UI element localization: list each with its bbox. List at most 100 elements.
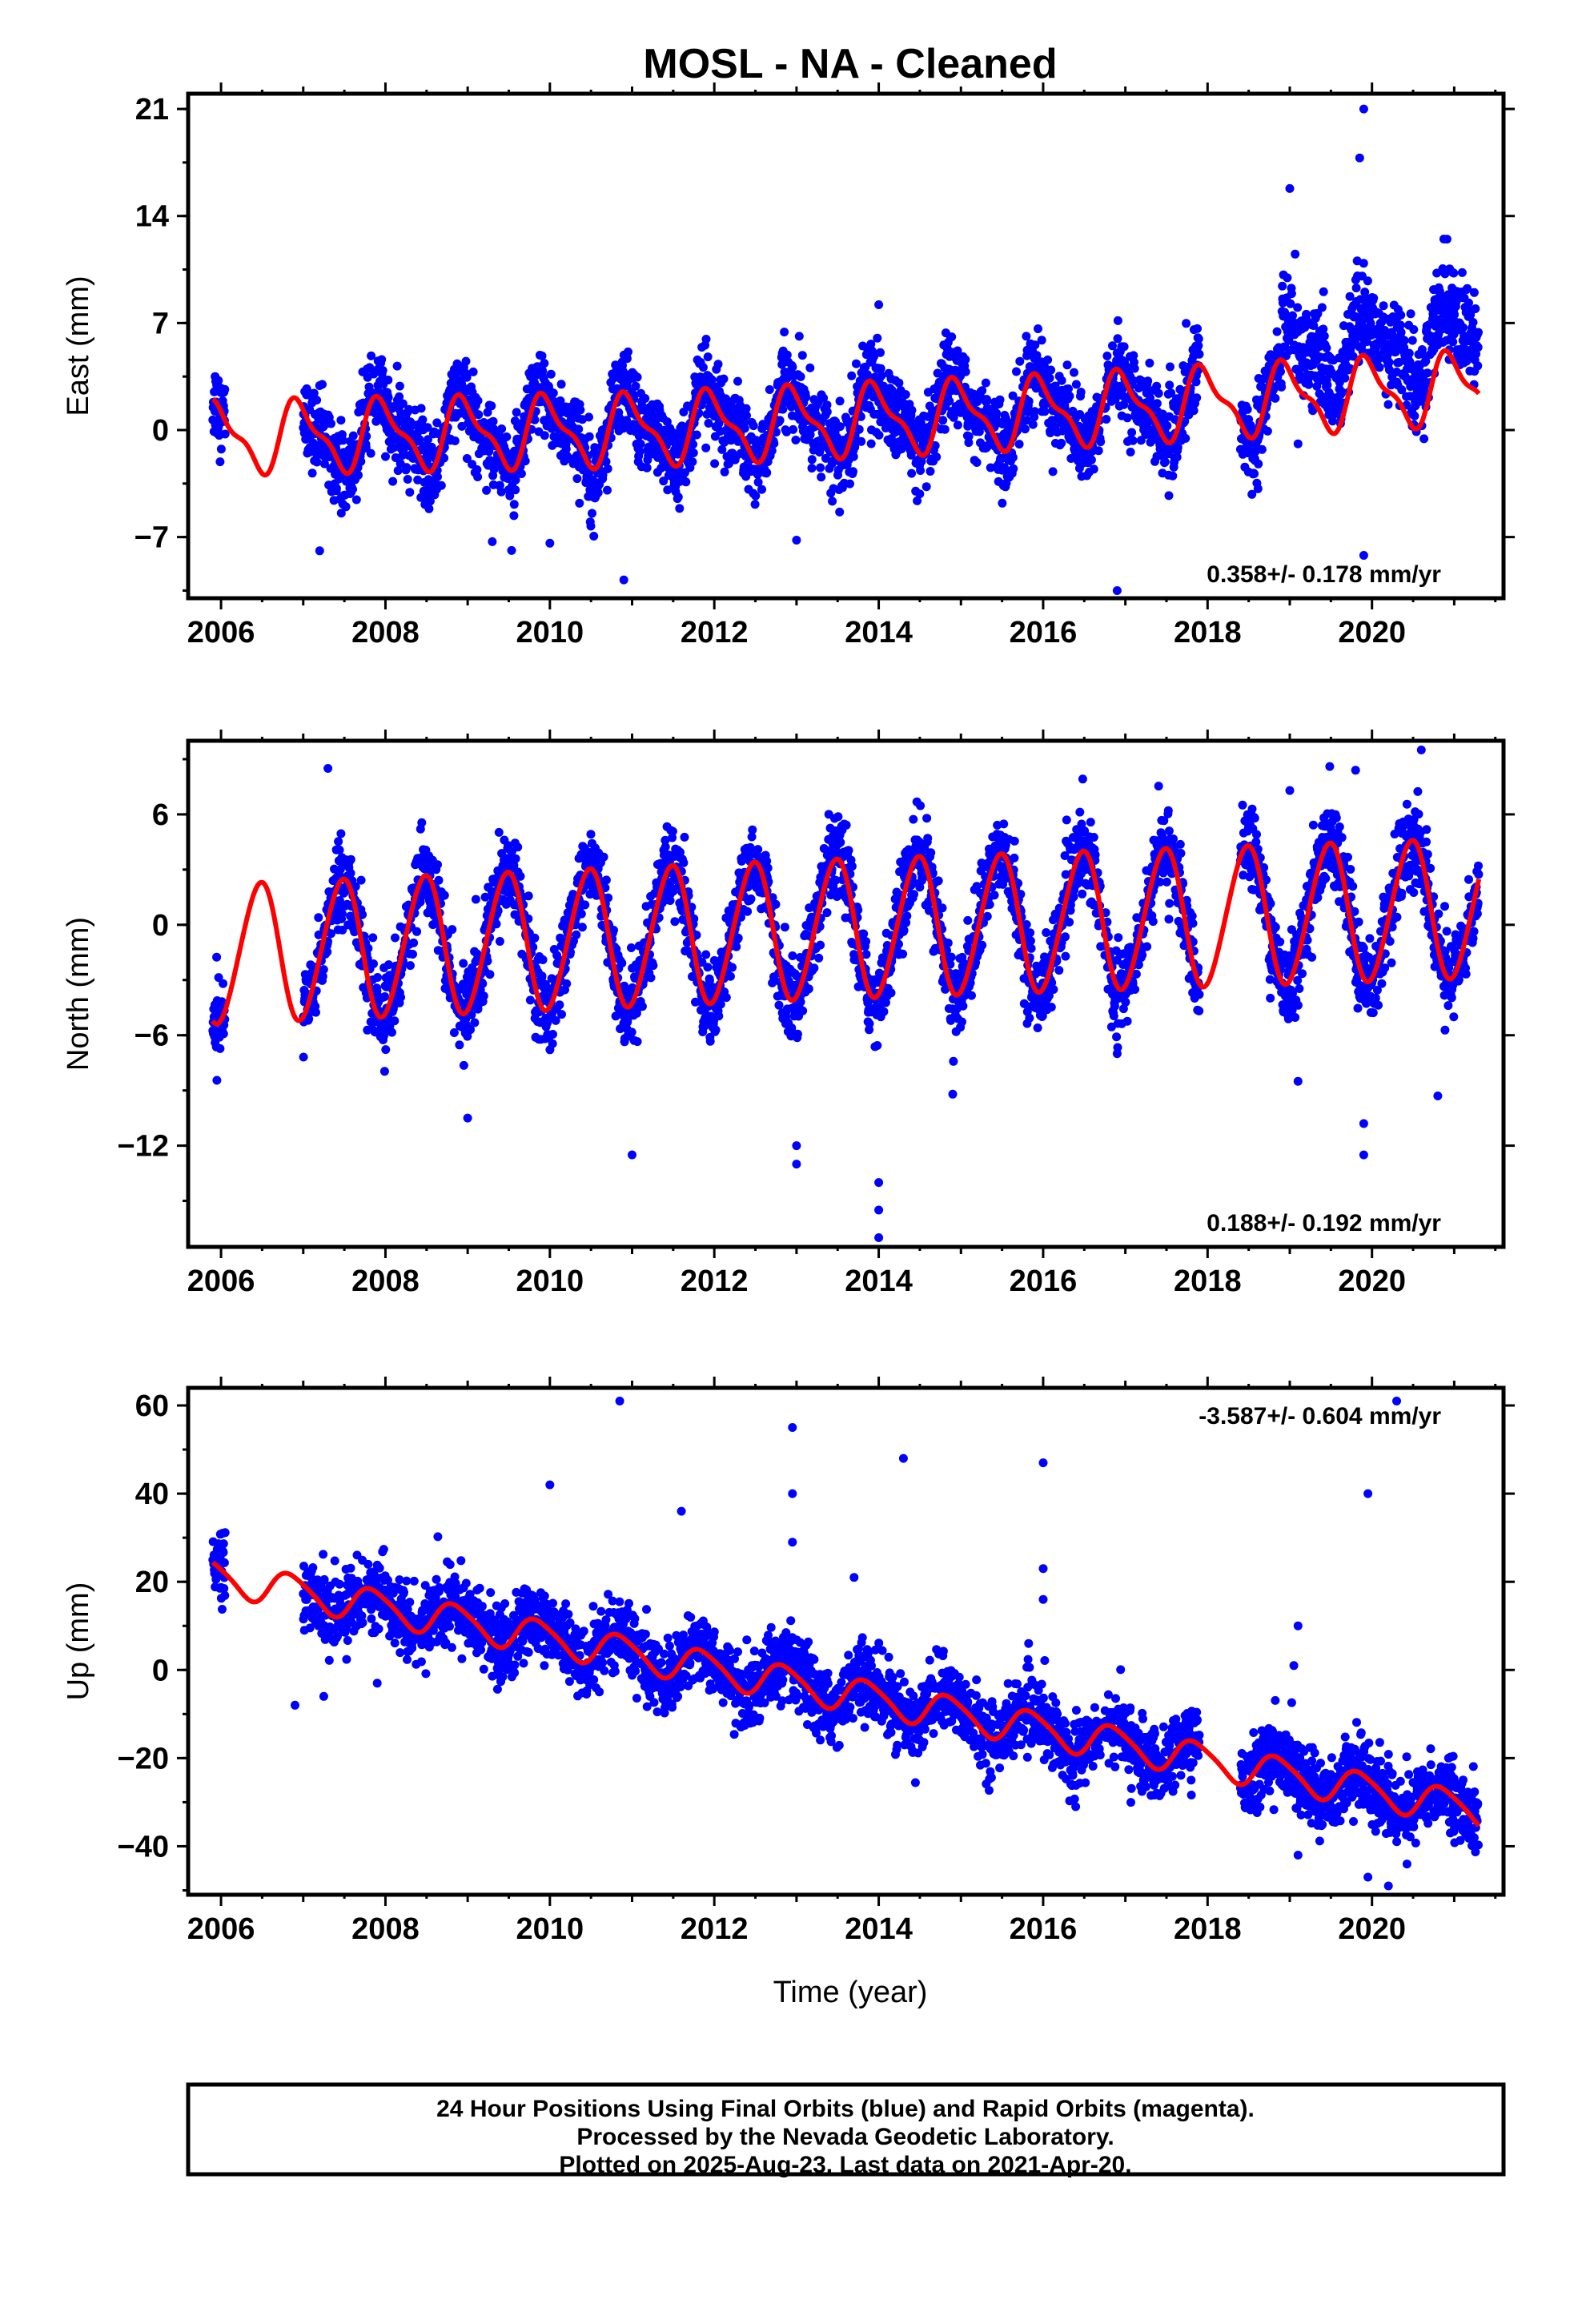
data-point xyxy=(680,832,689,842)
data-point xyxy=(765,385,774,394)
data-point xyxy=(1468,318,1478,327)
data-point xyxy=(749,421,758,431)
data-point xyxy=(1008,452,1018,462)
data-point xyxy=(998,498,1007,508)
outlier-point xyxy=(488,537,497,546)
data-point xyxy=(1094,446,1103,456)
data-point xyxy=(945,396,954,406)
data-point xyxy=(509,511,519,521)
outlier-point xyxy=(792,536,801,545)
data-point xyxy=(637,1002,647,1011)
data-point xyxy=(1086,455,1096,464)
data-point xyxy=(673,493,683,502)
data-point xyxy=(876,364,885,373)
data-point xyxy=(1409,325,1419,334)
data-point xyxy=(516,469,526,478)
data-point xyxy=(926,467,935,476)
data-point xyxy=(448,925,457,935)
data-point xyxy=(805,363,815,372)
data-point xyxy=(624,347,632,356)
data-point xyxy=(318,380,327,389)
data-point xyxy=(1302,309,1311,319)
data-point xyxy=(436,480,446,490)
data-point xyxy=(642,463,652,472)
data-point xyxy=(495,937,504,946)
outlier-point xyxy=(874,300,884,309)
data-point xyxy=(314,913,323,923)
data-point xyxy=(378,366,387,376)
data-point xyxy=(1012,367,1021,376)
data-point xyxy=(828,497,837,506)
data-point xyxy=(854,424,864,434)
data-point xyxy=(716,999,725,1009)
data-point xyxy=(215,457,225,467)
data-point xyxy=(601,875,611,885)
data-point xyxy=(635,447,644,456)
data-point xyxy=(474,410,484,420)
data-point xyxy=(821,453,830,463)
data-point xyxy=(584,412,593,422)
data-point xyxy=(1319,332,1329,341)
data-point xyxy=(663,485,673,495)
data-point xyxy=(511,475,520,485)
data-point xyxy=(455,408,464,418)
data-point xyxy=(651,416,661,425)
data-point xyxy=(1119,400,1129,409)
data-point xyxy=(312,457,322,467)
data-point xyxy=(588,509,596,518)
data-point xyxy=(356,456,366,466)
data-point xyxy=(415,435,424,444)
data-point xyxy=(348,431,358,440)
data-point xyxy=(915,489,925,499)
data-point xyxy=(413,475,423,485)
data-point xyxy=(335,845,344,854)
data-point xyxy=(1043,355,1053,364)
data-point xyxy=(1404,348,1414,358)
data-point xyxy=(1308,406,1318,416)
data-point xyxy=(835,396,845,406)
data-point xyxy=(1022,332,1031,341)
data-point xyxy=(473,472,483,481)
data-point xyxy=(1283,273,1292,283)
data-point xyxy=(1168,471,1178,480)
data-point xyxy=(1286,299,1295,308)
data-point xyxy=(681,477,691,487)
data-point xyxy=(396,992,405,1002)
data-point xyxy=(733,376,742,386)
data-point xyxy=(319,965,328,975)
data-point xyxy=(1173,443,1182,452)
data-point xyxy=(733,933,743,943)
outlier-point xyxy=(545,538,555,548)
data-point xyxy=(327,419,335,428)
data-point xyxy=(668,826,677,836)
observation-points xyxy=(208,104,1483,595)
data-point xyxy=(617,959,627,968)
data-point xyxy=(1363,276,1372,286)
data-point xyxy=(964,432,974,441)
data-point xyxy=(711,1025,721,1035)
data-point xyxy=(961,367,970,376)
data-point xyxy=(1113,316,1122,325)
data-point xyxy=(604,893,613,903)
data-point xyxy=(746,894,756,903)
data-point xyxy=(1000,463,1009,472)
data-point xyxy=(416,404,426,413)
data-point xyxy=(1291,249,1300,259)
data-point xyxy=(388,476,398,486)
data-point xyxy=(346,868,355,878)
y-tick-label: 7 xyxy=(152,307,169,340)
data-point xyxy=(525,995,535,1005)
data-point xyxy=(383,376,393,384)
data-point xyxy=(307,468,317,478)
data-point xyxy=(757,485,766,494)
data-point xyxy=(1293,303,1303,312)
data-point xyxy=(1127,428,1137,437)
data-point xyxy=(1406,309,1415,319)
data-point xyxy=(721,993,731,1003)
data-point xyxy=(1089,464,1098,474)
data-point xyxy=(866,439,876,448)
x-tick-label: 2018 xyxy=(1174,616,1242,649)
data-point xyxy=(725,971,735,981)
data-point xyxy=(423,423,432,432)
